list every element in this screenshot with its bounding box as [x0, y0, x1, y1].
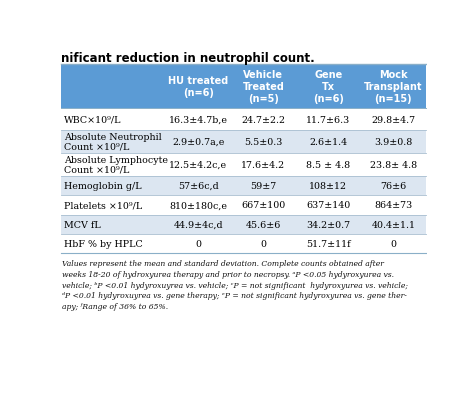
- Text: 637±140: 637±140: [306, 201, 350, 210]
- Text: 34.2±0.7: 34.2±0.7: [306, 220, 350, 229]
- Bar: [61, 65, 426, 109]
- Text: 51.7±11f: 51.7±11f: [306, 239, 351, 248]
- Text: nificant reduction in neutrophil count.: nificant reduction in neutrophil count.: [61, 52, 315, 65]
- Text: 29.8±4.7: 29.8±4.7: [371, 115, 415, 124]
- Text: 3.9±0.8: 3.9±0.8: [374, 137, 412, 146]
- Text: 17.6±4.2: 17.6±4.2: [241, 161, 285, 170]
- Text: HbF % by HPLC: HbF % by HPLC: [64, 239, 143, 248]
- Text: Values represent the mean and standard deviation. Complete counts obtained after: Values represent the mean and standard d…: [62, 260, 408, 310]
- Bar: [61, 196, 426, 215]
- Text: Vehicle
Treated
(n=5): Vehicle Treated (n=5): [242, 70, 284, 103]
- Text: 2.6±1.4: 2.6±1.4: [309, 137, 347, 146]
- Text: 16.3±4.7b,e: 16.3±4.7b,e: [169, 115, 228, 124]
- Text: 40.4±1.1: 40.4±1.1: [371, 220, 415, 229]
- Text: 76±6: 76±6: [380, 182, 407, 191]
- Text: 12.5±4.2c,e: 12.5±4.2c,e: [169, 161, 228, 170]
- Bar: [61, 215, 426, 234]
- Text: Hemoglobin g/L: Hemoglobin g/L: [64, 182, 142, 191]
- Text: 45.6±6: 45.6±6: [246, 220, 281, 229]
- Text: Mock
Transplant
(n=15): Mock Transplant (n=15): [364, 70, 423, 103]
- Text: 57±6c,d: 57±6c,d: [178, 182, 219, 191]
- Text: 2.9±0.7a,e: 2.9±0.7a,e: [172, 137, 225, 146]
- Text: 5.5±0.3: 5.5±0.3: [244, 137, 283, 146]
- Text: 0: 0: [195, 239, 201, 248]
- Bar: [61, 153, 426, 177]
- Text: 108±12: 108±12: [310, 182, 347, 191]
- Text: 8.5 ± 4.8: 8.5 ± 4.8: [306, 161, 350, 170]
- Text: 24.7±2.2: 24.7±2.2: [241, 115, 285, 124]
- Text: WBC×10⁹/L: WBC×10⁹/L: [64, 115, 121, 124]
- Text: Gene
Tx
(n=6): Gene Tx (n=6): [313, 70, 344, 103]
- Text: 810±180c,e: 810±180c,e: [169, 201, 228, 210]
- Text: Absolute Lymphocyte
Count ×10⁹/L: Absolute Lymphocyte Count ×10⁹/L: [64, 155, 168, 175]
- Text: 864±73: 864±73: [374, 201, 412, 210]
- Bar: [61, 177, 426, 196]
- Text: MCV fL: MCV fL: [64, 220, 101, 229]
- Text: Platelets ×10⁹/L: Platelets ×10⁹/L: [64, 201, 142, 210]
- Text: 44.9±4c,d: 44.9±4c,d: [173, 220, 223, 229]
- Text: 0: 0: [391, 239, 396, 248]
- Text: 11.7±6.3: 11.7±6.3: [306, 115, 350, 124]
- Text: 667±100: 667±100: [241, 201, 285, 210]
- Text: HU treated
(n=6): HU treated (n=6): [168, 76, 228, 98]
- Text: 59±7: 59±7: [250, 182, 276, 191]
- Text: 0: 0: [260, 239, 266, 248]
- Bar: [61, 234, 426, 254]
- Text: Absolute Neutrophil
Count ×10⁹/L: Absolute Neutrophil Count ×10⁹/L: [64, 133, 162, 151]
- Bar: [61, 130, 426, 153]
- Bar: [61, 109, 426, 130]
- Text: 23.8± 4.8: 23.8± 4.8: [370, 161, 417, 170]
